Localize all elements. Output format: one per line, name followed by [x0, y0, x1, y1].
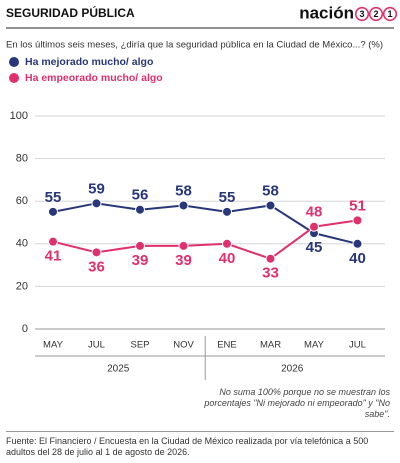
point — [135, 240, 145, 251]
value-label: 36 — [88, 258, 105, 275]
value-label: 40 — [219, 250, 236, 267]
point — [265, 253, 276, 264]
x-tick-label: JUL — [88, 340, 105, 351]
series-line — [52, 219, 358, 260]
point — [178, 240, 189, 251]
value-label: 48 — [306, 204, 323, 221]
y-tick-label: 0 — [22, 323, 28, 335]
source: Fuente: El Financiero / Encuesta en la C… — [6, 431, 394, 458]
logo-digit: 2 — [373, 9, 378, 19]
point — [222, 238, 232, 249]
value-label: 41 — [45, 248, 62, 265]
point — [91, 198, 102, 209]
point — [178, 200, 189, 211]
x-tick-label: NOV — [173, 340, 194, 351]
x-tick-label: MAY — [304, 340, 325, 351]
logo-circle — [368, 6, 384, 22]
value-label: 59 — [88, 180, 105, 197]
point — [309, 221, 319, 232]
legend-label: Ha mejorado mucho/ algo — [25, 56, 153, 68]
value-label: 51 — [349, 197, 366, 214]
y-tick-label: 100 — [10, 110, 28, 122]
legend-marker — [9, 73, 19, 83]
value-label: 45 — [306, 239, 323, 256]
logo-digit: 3 — [359, 9, 364, 19]
logo-circle — [354, 6, 370, 22]
value-label: 55 — [45, 189, 62, 206]
value-label: 40 — [349, 250, 366, 267]
logo-digit: 1 — [387, 9, 392, 19]
y-tick-label: 60 — [16, 195, 28, 207]
year-label: 2025 — [107, 364, 130, 375]
point — [91, 247, 102, 258]
value-label: 39 — [132, 252, 149, 269]
x-tick-label: MAY — [43, 340, 64, 351]
logo-text: nación — [299, 3, 354, 22]
point — [48, 206, 58, 217]
point — [352, 238, 363, 249]
point — [222, 206, 232, 217]
series-line — [52, 202, 358, 245]
value-label: 58 — [175, 182, 192, 199]
x-tick-label: JUL — [349, 340, 366, 351]
value-label: 58 — [262, 182, 279, 199]
point — [352, 215, 363, 226]
value-label: 39 — [175, 252, 192, 269]
subtitle: En los últimos seis meses, ¿diría que la… — [6, 40, 383, 51]
y-tick-label: 80 — [16, 153, 28, 165]
value-label: 33 — [262, 265, 279, 282]
legend-marker — [9, 57, 19, 67]
value-label: 56 — [132, 187, 149, 204]
year-label: 2026 — [281, 364, 304, 375]
x-tick-label: SEP — [130, 340, 149, 351]
y-tick-label: 20 — [16, 280, 28, 292]
point — [265, 200, 276, 211]
x-tick-label: ENE — [217, 340, 237, 351]
point — [48, 236, 58, 247]
x-tick-label: MAR — [260, 340, 281, 351]
footnote: No suma 100% porque no se muestran los p… — [204, 387, 390, 419]
value-label: 55 — [219, 189, 236, 206]
logo-circle — [382, 6, 398, 22]
legend-label: Ha empeorado mucho/ algo — [25, 72, 163, 84]
chart: SEGURIDAD PÚBLICA nación En los últimos … — [6, 3, 398, 380]
y-tick-label: 40 — [16, 238, 28, 250]
point — [135, 204, 145, 215]
section-title: SEGURIDAD PÚBLICA — [6, 5, 135, 20]
